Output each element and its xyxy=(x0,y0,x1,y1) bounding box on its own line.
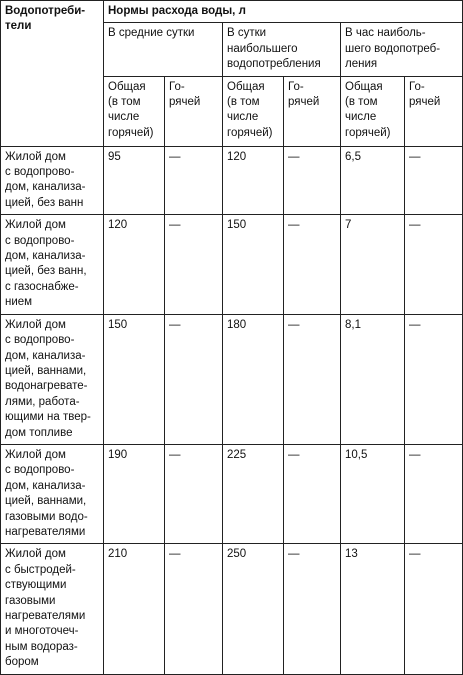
header-row-3: Общая (в том числе горячей) Го- рячей Об… xyxy=(1,75,463,147)
maxday-hot-cell: — xyxy=(283,214,341,315)
header-avg-total: Общая (в том числе горячей) xyxy=(103,75,165,147)
maxhour-total-cell: 10,5 xyxy=(340,443,405,545)
table-row: Жилой дом с водопрово- дом, канализа- ци… xyxy=(0,443,463,545)
avg-hot-cell: — xyxy=(164,443,223,545)
header-maxhour-total: Общая (в том числе горячей) xyxy=(340,75,405,147)
maxday-hot-cell: — xyxy=(283,145,341,216)
header-row-2: В средние сутки В сутки наибольшего водо… xyxy=(1,22,463,77)
maxday-total-cell: 250 xyxy=(222,543,284,675)
header-norms: Нормы расхода воды, л xyxy=(102,0,463,24)
consumer-cell: Жилой дом с водопрово- дом, канализа- ци… xyxy=(0,214,104,315)
maxhour-hot-cell: — xyxy=(403,313,463,445)
header-maxday-total: Общая (в том числе горячей) xyxy=(222,75,284,147)
table-row: Жилой дом с водопрово- дом, канализа- ци… xyxy=(0,214,463,315)
maxhour-total-cell: 8,1 xyxy=(340,313,405,445)
header-max-day: В сутки наибольшего водопотребления xyxy=(222,22,341,77)
maxhour-hot-cell: — xyxy=(403,543,463,675)
consumer-cell: Жилой дом с водопрово- дом, канализа- ци… xyxy=(0,443,104,545)
maxhour-total-cell: 7 xyxy=(340,214,405,315)
maxhour-total-cell: 6,5 xyxy=(340,145,405,216)
avg-hot-cell: — xyxy=(164,543,223,675)
table-row: Жилой дом с водопрово- дом, канализа- ци… xyxy=(0,313,463,445)
maxhour-hot-cell: — xyxy=(403,214,463,315)
maxhour-hot-cell: — xyxy=(403,145,463,216)
avg-total-cell: 95 xyxy=(103,145,165,216)
avg-total-cell: 210 xyxy=(103,543,165,675)
header-row-1: Водопотреби- тели Нормы расхода воды, л xyxy=(0,0,463,147)
header-max-hour: В час наиболь- шего водопотреб- ления xyxy=(339,22,463,77)
table-row: Жилой дом с водопрово- дом, канализа- ци… xyxy=(0,145,463,216)
header-avg-hot: Го- рячей xyxy=(164,75,223,147)
maxday-total-cell: 120 xyxy=(222,145,284,216)
header-maxday-hot: Го- рячей xyxy=(283,75,341,147)
consumer-cell: Жилой дом с водопрово- дом, канализа- ци… xyxy=(0,145,104,216)
maxday-total-cell: 180 xyxy=(222,313,284,445)
maxday-hot-cell: — xyxy=(283,443,341,545)
header-maxhour-hot: Го- рячей xyxy=(403,75,463,147)
avg-hot-cell: — xyxy=(164,145,223,216)
consumer-cell: Жилой дом с водопрово- дом, канализа- ци… xyxy=(0,313,104,445)
maxday-total-cell: 225 xyxy=(222,443,284,545)
maxhour-total-cell: 13 xyxy=(340,543,405,675)
header-avg-day: В средние сутки xyxy=(103,22,223,77)
maxday-hot-cell: — xyxy=(283,543,341,675)
table-row: Жилой дом с быстродей- ствующими газовым… xyxy=(0,543,463,675)
avg-hot-cell: — xyxy=(164,313,223,445)
maxday-total-cell: 150 xyxy=(222,214,284,315)
consumer-cell: Жилой дом с быстродей- ствующими газовым… xyxy=(0,543,104,675)
header-consumers: Водопотреби- тели xyxy=(0,0,104,147)
avg-total-cell: 120 xyxy=(103,214,165,315)
avg-total-cell: 150 xyxy=(103,313,165,445)
avg-hot-cell: — xyxy=(164,214,223,315)
maxday-hot-cell: — xyxy=(283,313,341,445)
avg-total-cell: 190 xyxy=(103,443,165,545)
maxhour-hot-cell: — xyxy=(403,443,463,545)
